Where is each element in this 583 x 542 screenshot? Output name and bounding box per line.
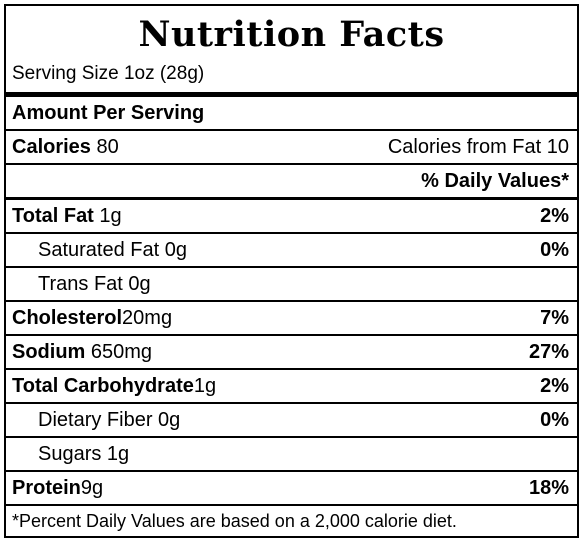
- nutrient-amount: 1g: [193, 375, 217, 397]
- nutrient-label: Trans Fat 0g: [38, 273, 151, 295]
- nutrient-label: Dietary Fiber 0g: [38, 409, 181, 431]
- nutrient-amount: 9g: [80, 477, 104, 499]
- amount-per-serving: Amount Per Serving: [12, 102, 205, 124]
- nutrient-left: Cholesterol20mg: [12, 302, 172, 334]
- nutrient-left: Protein9g: [12, 472, 103, 504]
- nutrient-row-sugars: Sugars 1g: [6, 438, 577, 472]
- nutrient-label: Sugars 1g: [38, 443, 130, 465]
- serving-size: Serving Size 1oz (28g): [6, 60, 577, 97]
- calories-value: 80: [96, 136, 119, 158]
- calories-from-fat: Calories from Fat 10: [387, 136, 569, 158]
- nutrient-row-saturated-fat: Saturated Fat 0g 0%: [6, 234, 577, 268]
- calories-left: Calories 80: [12, 131, 119, 163]
- nutrient-dv: 27%: [528, 341, 569, 363]
- nutrient-row-dietary-fiber: Dietary Fiber 0g 0%: [6, 404, 577, 438]
- nutrient-row-trans-fat: Trans Fat 0g: [6, 268, 577, 302]
- daily-values-header-row: % Daily Values*: [6, 165, 577, 200]
- nutrient-row-total-carbohydrate: Total Carbohydrate1g 2%: [6, 370, 577, 404]
- nutrient-label: Saturated Fat 0g: [38, 239, 187, 261]
- daily-values-footnote: *Percent Daily Values are based on a 2,0…: [6, 504, 577, 536]
- nutrient-row-cholesterol: Cholesterol20mg 7%: [6, 302, 577, 336]
- nutrient-amount: 650mg: [90, 341, 153, 363]
- nutrient-dv: 0%: [540, 239, 569, 261]
- calories-label: Calories: [12, 136, 91, 158]
- daily-values-header: % Daily Values*: [421, 170, 569, 192]
- nutrient-label: Total Carbohydrate: [12, 375, 194, 397]
- calories-row: Calories 80 Calories from Fat 10: [6, 131, 577, 165]
- nutrition-facts-label: Nutrition Facts Serving Size 1oz (28g) A…: [4, 4, 579, 538]
- nutrient-left: Total Fat 1g: [12, 200, 122, 232]
- nutrient-label: Protein: [12, 477, 81, 499]
- nutrient-row-protein: Protein9g 18%: [6, 472, 577, 504]
- nutrient-label: Sodium: [12, 341, 86, 363]
- nutrient-dv: 2%: [540, 375, 569, 397]
- nutrient-label: Total Fat: [12, 205, 94, 227]
- label-title: Nutrition Facts: [138, 14, 445, 55]
- nutrient-row-total-fat: Total Fat 1g 2%: [6, 200, 577, 234]
- nutrient-row-sodium: Sodium 650mg 27%: [6, 336, 577, 370]
- amount-per-serving-row: Amount Per Serving: [6, 97, 577, 131]
- nutrient-dv: 0%: [540, 409, 569, 431]
- nutrient-dv: 18%: [528, 477, 569, 499]
- nutrient-left: Sodium 650mg: [12, 336, 152, 368]
- nutrient-dv: 2%: [540, 205, 569, 227]
- nutrient-amount: 1g: [99, 205, 122, 227]
- nutrient-left: Total Carbohydrate1g: [12, 370, 216, 402]
- nutrient-amount: 20mg: [122, 307, 173, 329]
- nutrient-dv: 7%: [540, 307, 569, 329]
- nutrient-label: Cholesterol: [12, 307, 123, 329]
